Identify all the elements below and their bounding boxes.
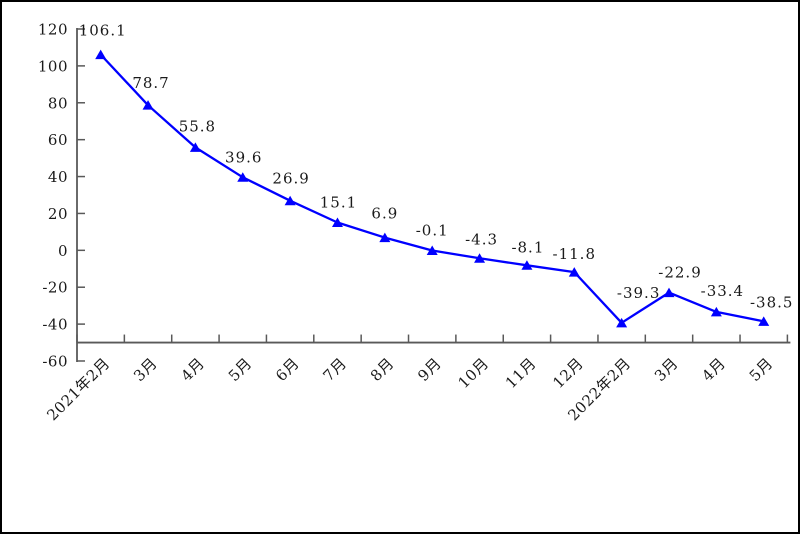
y-tick-label: 20 [48, 205, 68, 223]
y-tick-label: 40 [48, 168, 68, 186]
y-tick-label: -20 [42, 279, 68, 297]
x-category-label: 4月 [698, 354, 729, 385]
y-tick-label: 60 [48, 131, 68, 149]
data-point-marker [95, 49, 107, 60]
data-point-marker [426, 245, 438, 256]
data-point-marker [568, 267, 580, 277]
y-tick-label: 0 [58, 242, 68, 260]
data-point-label: 55.8 [179, 117, 216, 135]
data-point-label: 26.9 [272, 170, 309, 188]
data-point-marker [616, 317, 628, 328]
x-category-label: 8月 [367, 354, 398, 385]
data-point-label: -11.8 [553, 245, 596, 263]
data-point-label: -4.3 [465, 230, 498, 248]
x-category-label: 12月 [549, 354, 587, 392]
data-point-label: -38.5 [750, 293, 793, 311]
data-point-label: -33.4 [701, 282, 744, 300]
x-category-label: 5月 [746, 354, 777, 385]
data-point-label: 39.6 [225, 148, 262, 166]
data-point-marker [284, 195, 296, 206]
data-point-marker [710, 306, 722, 317]
data-point-label: 106.1 [79, 22, 127, 40]
data-point-label: 6.9 [371, 205, 398, 223]
y-tick-label: -40 [42, 316, 68, 334]
x-category-label: 3月 [651, 354, 682, 385]
data-point-label: -0.1 [416, 222, 449, 240]
y-tick-label: 80 [48, 94, 68, 112]
x-category-label: 3月 [130, 354, 161, 385]
y-tick-label: 100 [38, 57, 68, 75]
data-point-marker [237, 172, 249, 182]
x-category-label: 11月 [502, 354, 540, 392]
data-point-marker [758, 316, 770, 326]
x-category-label: 4月 [177, 354, 208, 385]
data-point-marker [331, 217, 343, 227]
data-point-marker [521, 260, 533, 270]
y-tick-label: -60 [42, 352, 68, 370]
data-point-label: 78.7 [132, 74, 169, 92]
data-point-label: 15.1 [320, 193, 357, 211]
data-point-label: -39.3 [617, 284, 660, 302]
data-point-marker [663, 287, 675, 298]
data-point-marker [474, 253, 486, 263]
x-category-label: 6月 [272, 354, 303, 385]
data-point-label: -8.1 [511, 238, 544, 256]
data-series-line [99, 53, 765, 324]
data-point-marker [142, 100, 154, 110]
data-point-label: -22.9 [658, 264, 701, 282]
y-tick-label: 120 [38, 21, 68, 39]
data-point-marker [379, 232, 391, 243]
x-category-label: 9月 [414, 354, 445, 385]
data-point-marker [189, 142, 201, 152]
x-category-label: 7月 [320, 354, 351, 385]
x-category-label: 10月 [454, 354, 492, 392]
x-category-label: 5月 [225, 354, 256, 385]
